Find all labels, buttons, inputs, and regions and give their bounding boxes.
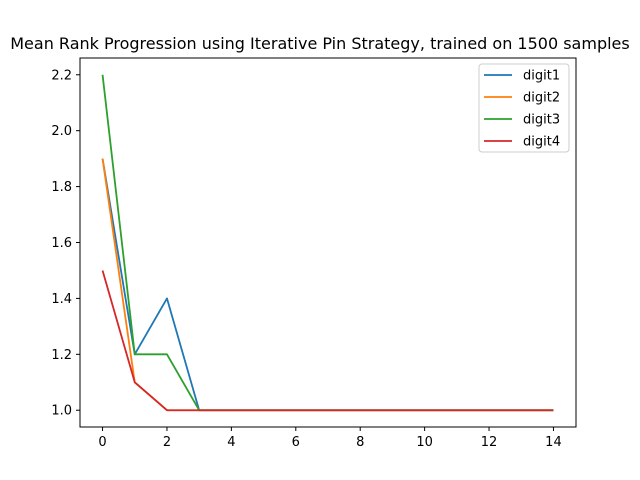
y-tick-label: 1.4 <box>51 292 72 307</box>
y-tick-label: 1.2 <box>51 348 72 363</box>
axes: 0 2 4 6 8 10 12 14 1.0 1.2 1.4 1.6 1.8 2.0 2.2 <box>51 57 577 450</box>
x-tick-label: 6 <box>292 435 300 450</box>
x-tick-label: 14 <box>545 435 562 450</box>
legend-label-digit4: digit4 <box>523 135 560 150</box>
x-tick-label: 2 <box>163 435 171 450</box>
chart-title: Mean Rank Progression using Iterative Pi… <box>10 34 629 53</box>
series-line-digit1 <box>101 158 554 412</box>
y-tick-label: 2.0 <box>51 124 72 139</box>
y-tick-label: 1.8 <box>51 180 72 195</box>
y-tick-label: 1.6 <box>51 236 72 251</box>
x-tick-label: 0 <box>98 435 106 450</box>
x-tick-label: 8 <box>356 435 364 450</box>
y-tick-label: 2.2 <box>51 68 72 83</box>
plot-area <box>101 74 554 412</box>
legend: digit1 digit2 digit3 digit4 <box>478 63 570 153</box>
legend-label-digit3: digit3 <box>523 113 560 128</box>
legend-label-digit1: digit1 <box>523 69 560 84</box>
series-line-digit4 <box>101 270 554 412</box>
x-tick-label: 10 <box>416 435 433 450</box>
series-line-digit2 <box>101 158 554 412</box>
y-tick-label: 1.0 <box>51 404 72 419</box>
legend-box <box>478 63 570 153</box>
legend-label-digit2: digit2 <box>523 91 560 106</box>
x-tick-label: 12 <box>481 435 498 450</box>
x-tick-label: 4 <box>227 435 235 450</box>
